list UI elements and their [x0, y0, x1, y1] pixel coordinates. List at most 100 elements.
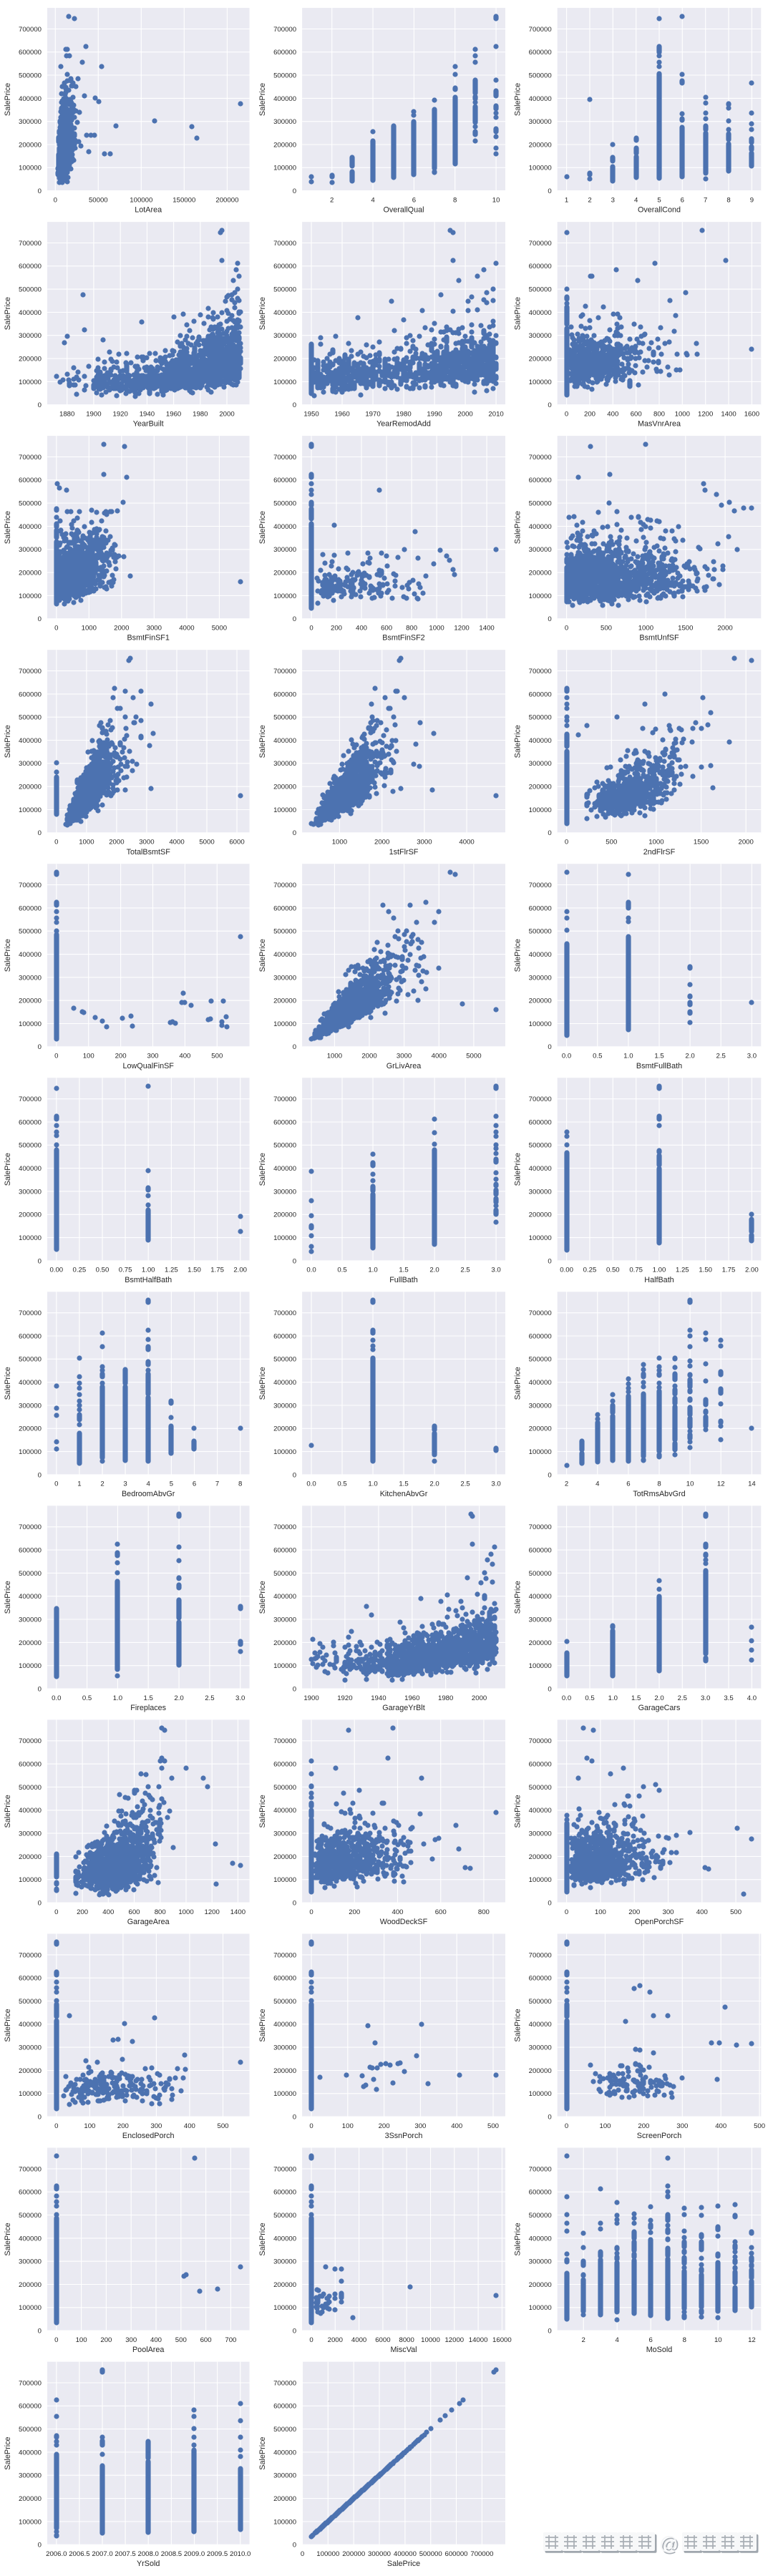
svg-text:@: @ [661, 2534, 679, 2556]
svg-text:2007.0: 2007.0 [92, 2550, 112, 2558]
svg-text:3.0: 3.0 [491, 1480, 500, 1488]
svg-text:100000: 100000 [273, 165, 296, 172]
svg-text:600000: 600000 [273, 1975, 296, 1983]
svg-text:3.0: 3.0 [747, 1053, 757, 1060]
svg-text:Fireplaces: Fireplaces [130, 1704, 166, 1712]
svg-text:6000: 6000 [229, 839, 244, 847]
svg-text:100000: 100000 [273, 1448, 296, 1456]
svg-text:0: 0 [548, 401, 551, 409]
svg-text:200000: 200000 [19, 2495, 42, 2503]
svg-text:SalePrice: SalePrice [514, 511, 522, 544]
svg-text:100000: 100000 [19, 165, 42, 172]
svg-text:4000: 4000 [351, 2336, 366, 2344]
svg-text:BsmtFinSF2: BsmtFinSF2 [382, 634, 424, 643]
svg-text:400: 400 [392, 1908, 403, 1916]
svg-text:SalePrice: SalePrice [4, 2436, 12, 2469]
svg-text:SalePrice: SalePrice [514, 1153, 522, 1186]
svg-text:700000: 700000 [529, 1951, 552, 1959]
svg-text:700000: 700000 [529, 668, 552, 675]
svg-text:SalePrice: SalePrice [514, 1795, 522, 1828]
svg-text:0.5: 0.5 [337, 1480, 346, 1488]
svg-text:100000: 100000 [529, 1662, 552, 1670]
svg-text:SalePrice: SalePrice [4, 1581, 12, 1614]
svg-text:100: 100 [595, 1908, 606, 1916]
svg-text:0: 0 [565, 1908, 568, 1916]
svg-text:300000: 300000 [529, 1616, 552, 1624]
svg-text:700000: 700000 [19, 882, 42, 889]
svg-text:1960: 1960 [404, 1694, 419, 1702]
svg-text:500000: 500000 [19, 2426, 42, 2434]
svg-text:0: 0 [293, 1471, 296, 1479]
svg-text:0: 0 [54, 2336, 58, 2344]
svg-text:0: 0 [293, 187, 296, 195]
svg-text:2.0: 2.0 [174, 1694, 183, 1702]
svg-text:0: 0 [293, 2328, 296, 2336]
svg-text:GarageCars: GarageCars [638, 1704, 681, 1712]
svg-text:500: 500 [175, 2336, 187, 2344]
svg-text:1400: 1400 [479, 625, 494, 633]
svg-text:100000: 100000 [273, 379, 296, 386]
svg-text:0: 0 [548, 1471, 551, 1479]
svg-text:50000: 50000 [89, 196, 108, 204]
svg-text:1980: 1980 [396, 410, 411, 418]
svg-text:SalePrice: SalePrice [4, 939, 12, 972]
svg-text:2: 2 [588, 196, 591, 204]
svg-text:1.00: 1.00 [653, 1267, 666, 1274]
svg-text:300000: 300000 [273, 1830, 296, 1838]
svg-text:0: 0 [565, 839, 568, 847]
svg-text:600000: 600000 [273, 477, 296, 484]
svg-text:300000: 300000 [529, 1188, 552, 1196]
svg-text:700000: 700000 [529, 882, 552, 889]
svg-text:0: 0 [293, 2114, 296, 2122]
svg-text:10: 10 [714, 2336, 722, 2344]
svg-text:300: 300 [414, 2122, 426, 2130]
svg-text:300000: 300000 [273, 1188, 296, 1196]
svg-text:6: 6 [681, 196, 684, 204]
svg-text:100: 100 [84, 2122, 95, 2130]
svg-text:600000: 600000 [19, 1761, 42, 1769]
svg-text:2.00: 2.00 [745, 1267, 759, 1274]
svg-text:400: 400 [715, 2122, 726, 2130]
svg-text:300000: 300000 [273, 2258, 296, 2266]
svg-text:300000: 300000 [273, 2472, 296, 2480]
svg-text:SalePrice: SalePrice [258, 83, 267, 116]
svg-text:400: 400 [607, 410, 618, 418]
svg-text:600000: 600000 [19, 904, 42, 912]
svg-text:200: 200 [117, 2122, 129, 2130]
svg-text:4000: 4000 [432, 1053, 447, 1060]
svg-text:300000: 300000 [19, 1402, 42, 1410]
svg-text:300000: 300000 [273, 974, 296, 982]
svg-text:500000: 500000 [273, 1356, 296, 1364]
svg-text:1.25: 1.25 [676, 1267, 689, 1274]
svg-text:MasVnrArea: MasVnrArea [638, 420, 681, 429]
svg-text:0: 0 [38, 1043, 42, 1051]
svg-text:2000: 2000 [361, 1053, 376, 1060]
svg-text:ScreenPorch: ScreenPorch [637, 2132, 681, 2140]
svg-text:500000: 500000 [19, 928, 42, 936]
svg-text:4: 4 [616, 2336, 620, 2344]
svg-text:200000: 200000 [273, 2281, 296, 2289]
svg-text:400: 400 [102, 1908, 114, 1916]
svg-text:300000: 300000 [273, 760, 296, 768]
svg-text:600000: 600000 [273, 1547, 296, 1555]
svg-text:400000: 400000 [273, 1379, 296, 1387]
svg-text:SalePrice: SalePrice [258, 939, 267, 972]
svg-text:200: 200 [638, 2122, 649, 2130]
svg-text:500000: 500000 [19, 714, 42, 722]
svg-text:5: 5 [170, 1480, 173, 1488]
svg-text:0: 0 [548, 829, 551, 837]
svg-text:200000: 200000 [529, 141, 552, 149]
svg-text:300000: 300000 [273, 118, 296, 126]
svg-text:400000: 400000 [529, 1165, 552, 1173]
svg-text:400000: 400000 [529, 309, 552, 317]
svg-text:SalePrice: SalePrice [387, 2560, 420, 2568]
svg-text:500000: 500000 [529, 1570, 552, 1578]
svg-text:400000: 400000 [19, 309, 42, 317]
svg-text:2009.0: 2009.0 [184, 2550, 205, 2558]
svg-text:700000: 700000 [529, 1096, 552, 1103]
svg-text:1000: 1000 [429, 625, 444, 633]
svg-text:SalePrice: SalePrice [258, 1367, 267, 1400]
svg-text:4: 4 [634, 196, 638, 204]
svg-text:0.5: 0.5 [337, 1267, 346, 1274]
svg-text:400000: 400000 [19, 95, 42, 103]
